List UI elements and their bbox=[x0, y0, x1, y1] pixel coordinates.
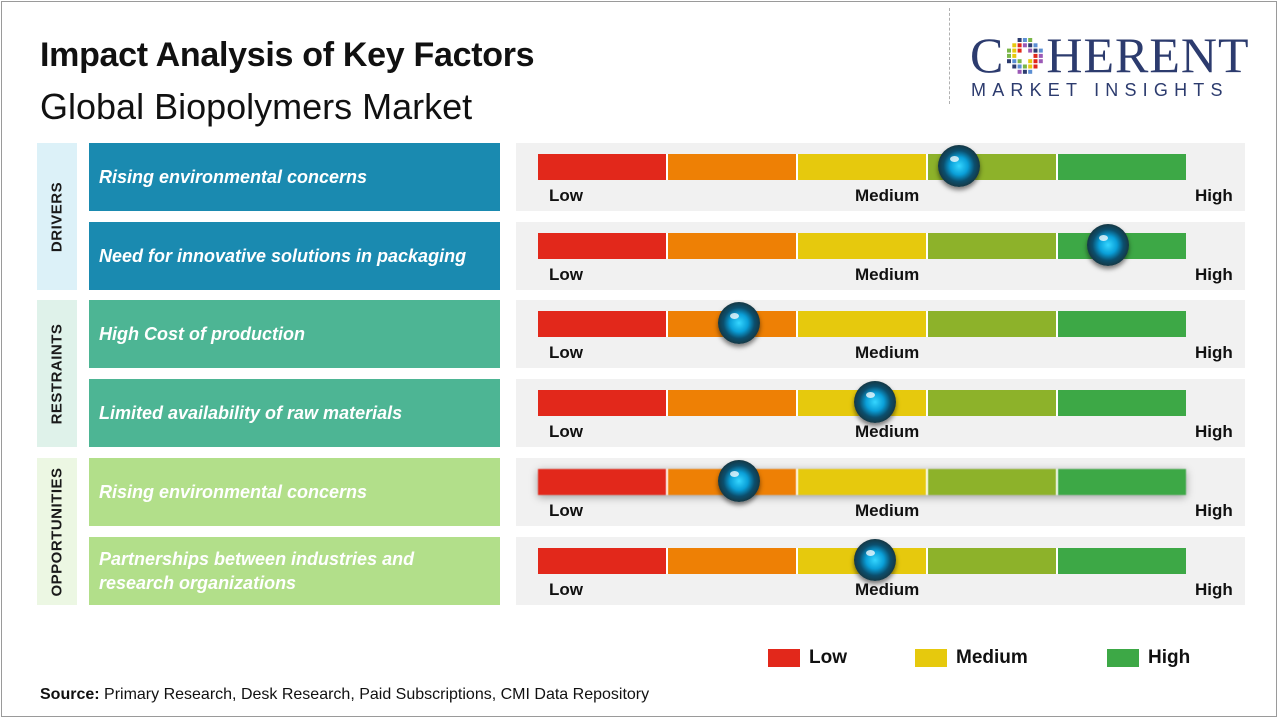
legend-item-high: High bbox=[1107, 647, 1190, 669]
scale-tick-high: High bbox=[1195, 186, 1233, 205]
group-label-restraints: RESTRAINTS bbox=[37, 300, 77, 447]
scale-segment bbox=[666, 548, 796, 574]
impact-scale-bar bbox=[538, 233, 1186, 259]
impact-indicator bbox=[938, 145, 981, 187]
impact-meter: Low Medium High bbox=[516, 458, 1245, 526]
impact-indicator bbox=[717, 460, 760, 502]
scale-segment bbox=[666, 154, 796, 180]
legend-item-medium: Medium bbox=[915, 647, 1028, 669]
factor-label: High Cost of production bbox=[89, 300, 500, 368]
logo-letters-herent: HERENT bbox=[1046, 27, 1250, 83]
source-text: Primary Research, Desk Research, Paid Su… bbox=[99, 686, 650, 703]
scale-tick-high: High bbox=[1195, 580, 1233, 599]
group-label-opportunities: OPPORTUNITIES bbox=[37, 458, 77, 605]
scale-segment bbox=[926, 390, 1056, 416]
scale-tick-high: High bbox=[1195, 501, 1233, 520]
group-label-text: OPPORTUNITIES bbox=[48, 466, 66, 597]
scale-segment bbox=[666, 233, 796, 259]
scale-tick-high: High bbox=[1195, 343, 1233, 362]
scale-segment bbox=[926, 311, 1056, 337]
scale-segment bbox=[538, 390, 666, 416]
scale-tick-low: Low bbox=[549, 186, 583, 205]
scale-tick-low: Low bbox=[549, 580, 583, 599]
impact-indicator bbox=[717, 302, 760, 344]
impact-scale-bar bbox=[538, 548, 1186, 574]
scale-segment bbox=[926, 548, 1056, 574]
factor-label: Limited availability of raw materials bbox=[89, 379, 500, 447]
scale-tick-medium: Medium bbox=[855, 343, 920, 362]
group-label-drivers: DRIVERS bbox=[37, 143, 77, 290]
scale-tick-high: High bbox=[1195, 422, 1233, 441]
scale-segment bbox=[538, 154, 666, 180]
scale-segment bbox=[538, 469, 666, 495]
group-label-text: RESTRAINTS bbox=[48, 323, 66, 424]
legend-swatch bbox=[1107, 649, 1139, 667]
scale-tick-medium: Medium bbox=[855, 580, 920, 599]
scale-segment bbox=[1056, 469, 1186, 495]
company-logo: C HERENT MARKET INSIGHTS bbox=[970, 30, 1262, 100]
logo-letter-c: C bbox=[970, 27, 1005, 83]
scale-tick-medium: Medium bbox=[855, 265, 920, 284]
scale-tick-medium: Medium bbox=[855, 422, 920, 441]
impact-scale-bar bbox=[538, 469, 1186, 495]
scale-segment bbox=[796, 311, 926, 337]
logo-divider bbox=[949, 8, 950, 104]
source-note: Source: Primary Research, Desk Research,… bbox=[40, 686, 649, 704]
impact-meter: Low Medium High bbox=[516, 537, 1245, 605]
scale-segment bbox=[796, 233, 926, 259]
source-label: Source: bbox=[40, 686, 100, 703]
scale-segment bbox=[538, 548, 666, 574]
scale-segment bbox=[666, 390, 796, 416]
legend-label: High bbox=[1148, 647, 1191, 668]
scale-segment bbox=[926, 469, 1056, 495]
impact-meter: Low Medium High bbox=[516, 222, 1245, 290]
scale-segment bbox=[538, 311, 666, 337]
impact-scale-bar bbox=[538, 311, 1186, 337]
scale-tick-medium: Medium bbox=[855, 501, 920, 520]
legend-swatch bbox=[768, 649, 800, 667]
impact-meter: Low Medium High bbox=[516, 143, 1245, 211]
impact-indicator bbox=[853, 381, 896, 423]
impact-indicator bbox=[1087, 224, 1130, 266]
logo-o-mosaic-icon bbox=[1007, 38, 1044, 74]
scale-segment bbox=[926, 233, 1056, 259]
scale-tick-medium: Medium bbox=[855, 186, 920, 205]
scale-tick-low: Low bbox=[549, 501, 583, 520]
impact-indicator bbox=[853, 539, 896, 581]
legend-label: Medium bbox=[956, 647, 1028, 668]
logo-tagline: MARKET INSIGHTS bbox=[971, 80, 1229, 100]
scale-tick-high: High bbox=[1195, 265, 1233, 284]
factor-label: Rising environmental concerns bbox=[89, 458, 500, 526]
factor-label: Partnerships between industries and rese… bbox=[89, 537, 500, 605]
impact-scale-bar bbox=[538, 390, 1186, 416]
impact-meter: Low Medium High bbox=[516, 300, 1245, 368]
scale-segment bbox=[1056, 311, 1186, 337]
scale-segment bbox=[796, 154, 926, 180]
scale-tick-low: Low bbox=[549, 265, 583, 284]
scale-tick-low: Low bbox=[549, 343, 583, 362]
legend-label: Low bbox=[809, 647, 847, 668]
scale-segment bbox=[1056, 548, 1186, 574]
chart-title: Impact Analysis of Key Factors bbox=[40, 36, 535, 74]
impact-scale-bar bbox=[538, 154, 1186, 180]
legend-item-low: Low bbox=[768, 647, 847, 669]
group-label-text: DRIVERS bbox=[48, 181, 66, 252]
chart-subtitle: Global Biopolymers Market bbox=[40, 86, 473, 127]
scale-tick-low: Low bbox=[549, 422, 583, 441]
scale-segment bbox=[538, 233, 666, 259]
scale-segment bbox=[1056, 390, 1186, 416]
factor-label: Rising environmental concerns bbox=[89, 143, 500, 211]
scale-segment bbox=[1056, 154, 1186, 180]
legend-swatch bbox=[915, 649, 947, 667]
factor-label: Need for innovative solutions in packagi… bbox=[89, 222, 500, 290]
impact-meter: Low Medium High bbox=[516, 379, 1245, 447]
scale-segment bbox=[796, 469, 926, 495]
